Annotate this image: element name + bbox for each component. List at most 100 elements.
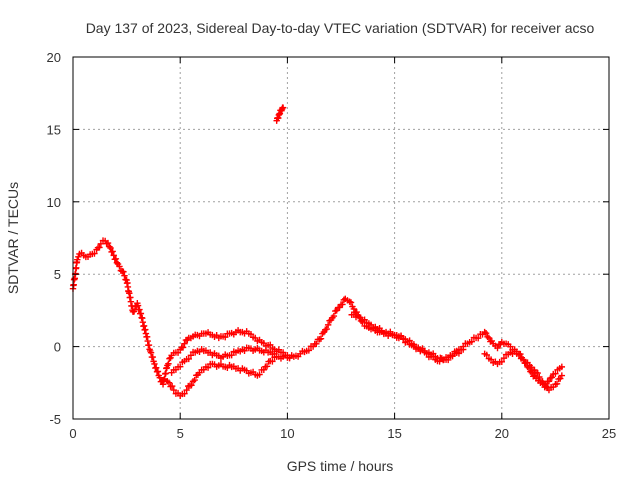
- data-point: [137, 310, 145, 317]
- data-point: [317, 335, 325, 342]
- data-point: [183, 386, 190, 394]
- data-point: [445, 356, 452, 364]
- data-point: [165, 360, 172, 367]
- data-point: [339, 301, 346, 308]
- data-point: [484, 333, 491, 341]
- data-point: [156, 374, 164, 381]
- data-point: [136, 306, 143, 313]
- data-point: [279, 104, 287, 111]
- evening-branch-series: [348, 311, 467, 364]
- data-point: [324, 321, 332, 329]
- data-point: [165, 379, 173, 386]
- middle-branch-series: [168, 344, 278, 376]
- data-point: [120, 268, 127, 275]
- x-tick-label: 25: [602, 426, 616, 441]
- data-point: [494, 344, 501, 352]
- data-point: [485, 334, 493, 342]
- data-point: [134, 302, 142, 309]
- data-point: [528, 364, 535, 371]
- y-tick-label: 15: [47, 122, 61, 137]
- data-point: [113, 259, 121, 266]
- data-point: [552, 370, 559, 377]
- data-point: [286, 354, 293, 362]
- x-tick-label: 20: [495, 426, 509, 441]
- isolated-arc-series: [273, 104, 287, 124]
- data-point: [181, 340, 188, 347]
- x-tick-label: 0: [69, 426, 76, 441]
- y-tick-labels: -5 0 5 10 15 20: [47, 50, 609, 427]
- x-tick-label: 10: [280, 426, 294, 441]
- data-point: [468, 338, 475, 345]
- data-point: [152, 364, 160, 371]
- data-point: [154, 368, 162, 375]
- data-point: [151, 360, 158, 368]
- data-point: [106, 243, 113, 250]
- data-point: [483, 351, 490, 359]
- data-point: [350, 305, 358, 313]
- data-point: [542, 380, 549, 388]
- data-point: [149, 353, 156, 361]
- data-point: [130, 308, 138, 315]
- y-tick-label: 20: [47, 50, 61, 65]
- data-point: [271, 350, 278, 358]
- main-trace-series: [69, 237, 566, 391]
- data-point: [222, 334, 229, 341]
- data-point: [460, 346, 467, 353]
- data-point: [305, 347, 313, 354]
- data-point: [110, 252, 117, 259]
- data-point: [263, 363, 271, 370]
- data-point: [455, 350, 463, 357]
- plot-frame: [72, 56, 610, 420]
- data-point: [558, 372, 566, 379]
- data-point: [553, 380, 561, 388]
- data-point: [558, 363, 566, 371]
- data-point: [96, 244, 103, 251]
- lower-branch-series: [164, 352, 293, 400]
- data-point: [256, 371, 263, 378]
- data-point: [147, 349, 155, 356]
- y-tick-label: 10: [47, 195, 61, 210]
- data-point: [74, 256, 81, 263]
- data-point: [269, 358, 276, 365]
- y-axis-label: SDTVAR / TECUs: [5, 182, 21, 294]
- data-point: [323, 325, 330, 333]
- data-point: [536, 373, 543, 381]
- data-point: [168, 382, 176, 390]
- chart-title: Day 137 of 2023, Sidereal Day-to-day VTE…: [86, 20, 595, 36]
- late-branch-series: [481, 348, 566, 394]
- data-point: [112, 255, 120, 263]
- data-point: [545, 378, 553, 385]
- y-tick-label: -5: [49, 412, 61, 427]
- data-point: [204, 364, 212, 371]
- data-point: [515, 351, 523, 359]
- data-point: [520, 356, 527, 363]
- data-point: [188, 382, 195, 389]
- data-point: [107, 244, 114, 252]
- data-point: [500, 354, 508, 362]
- gridlines: [73, 57, 609, 419]
- data-point: [475, 335, 482, 342]
- data-point: [116, 263, 123, 270]
- data-point: [330, 312, 338, 320]
- data-point: [179, 344, 187, 351]
- data-point: [109, 248, 116, 255]
- data-point: [177, 363, 184, 370]
- data-point: [91, 250, 98, 257]
- data-point: [181, 390, 188, 397]
- data-point: [170, 386, 177, 394]
- data-point: [481, 328, 488, 336]
- data-point: [534, 369, 541, 377]
- data-point: [191, 376, 198, 384]
- data-point: [121, 272, 128, 279]
- data-point: [104, 239, 112, 247]
- data-point: [498, 358, 505, 366]
- x-tick-label: 5: [177, 426, 184, 441]
- data-point: [75, 253, 82, 261]
- data-point: [347, 299, 355, 306]
- data-points: [69, 104, 566, 400]
- data-point: [185, 355, 192, 363]
- data-point: [482, 329, 490, 337]
- data-point: [548, 374, 556, 381]
- data-point: [228, 351, 235, 359]
- x-tick-labels: 0 5 10 15 20 25: [69, 57, 616, 441]
